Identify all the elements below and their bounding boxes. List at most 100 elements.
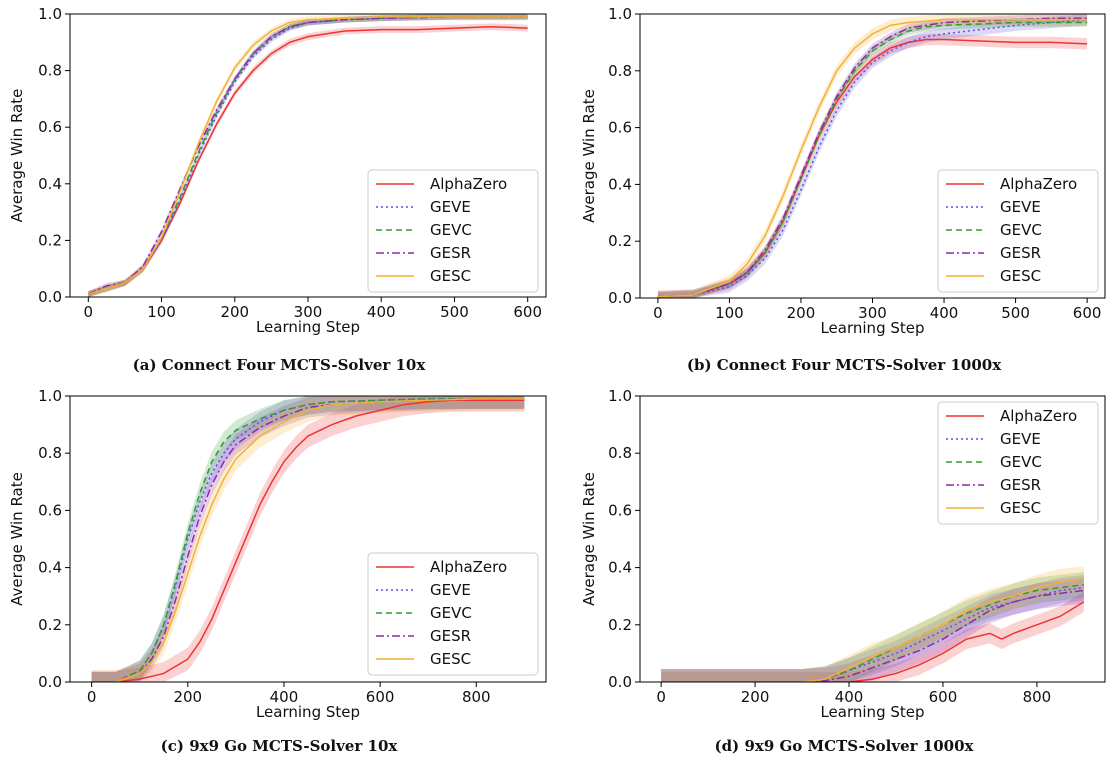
- y-tick-label: 0.6: [608, 119, 632, 137]
- x-tick-label: 600: [1073, 304, 1102, 322]
- plot-area: [661, 566, 1085, 682]
- y-tick-label: 0.6: [38, 501, 62, 519]
- plot-area: [657, 14, 1088, 298]
- legend-label-gevc: GEVC: [430, 604, 472, 622]
- legend: AlphaZero GEVE GEVC GESR GESC: [367, 552, 539, 676]
- y-tick-label: 0.0: [38, 288, 62, 306]
- x-tick-label: 500: [440, 303, 469, 321]
- caption-b: (b) Connect Four MCTS-Solver 1000x: [686, 356, 1002, 374]
- legend-label-gevc: GEVC: [1000, 453, 1042, 471]
- legend-box: [367, 169, 539, 293]
- x-tick-label: 600: [513, 303, 542, 321]
- y-tick-label: 0.2: [38, 616, 62, 634]
- plot-area: [87, 14, 528, 297]
- caption-a: (a) Connect Four MCTS-Solver 10x: [132, 356, 426, 374]
- series-line-geve: [657, 18, 1088, 298]
- y-tick-label: 0.2: [38, 231, 62, 249]
- legend-label-geve: GEVE: [430, 198, 471, 216]
- band-gesr: [661, 577, 1084, 682]
- y-axis-label: Average Win Rate: [8, 89, 26, 223]
- chart-panel-a: 0.0 0.2 0.4 0.6 0.8 1.0 0 100 200 300 400 500 600 Lea…: [8, 5, 547, 336]
- y-tick-label: 0.8: [38, 62, 62, 80]
- y-axis-label: Average Win Rate: [580, 89, 598, 223]
- y-tick-label: 0.2: [608, 232, 632, 250]
- series-line-gesr: [87, 16, 528, 295]
- y-tick-label: 0.4: [608, 175, 632, 193]
- caption-d: (d) 9x9 Go MCTS-Solver 1000x: [714, 737, 974, 755]
- y-tick-label: 1.0: [608, 387, 632, 405]
- y-tick-label: 1.0: [38, 5, 62, 23]
- x-tick-label: 200: [787, 304, 816, 322]
- x-axis-label: Learning Step: [256, 703, 360, 721]
- legend-label-gesr: GESR: [430, 244, 471, 262]
- y-tick-label: 1.0: [38, 387, 62, 405]
- x-tick-label: 800: [1023, 688, 1052, 706]
- legend-label-alphazero: AlphaZero: [1000, 407, 1077, 425]
- legend-label-alphazero: AlphaZero: [1000, 175, 1077, 193]
- y-tick-label: 0.0: [38, 673, 62, 691]
- y-tick-label: 0.4: [38, 175, 62, 193]
- band-gesc: [661, 566, 1084, 682]
- legend-label-gevc: GEVC: [1000, 221, 1042, 239]
- legend-label-alphazero: AlphaZero: [430, 175, 507, 193]
- series-line-gevc: [91, 398, 525, 682]
- y-tick-label: 0.0: [608, 289, 632, 307]
- x-axis-label: Learning Step: [256, 318, 360, 336]
- plot-area: [91, 396, 525, 682]
- band-gevc: [661, 571, 1084, 682]
- x-tick-label: 400: [367, 303, 396, 321]
- legend: AlphaZero GEVE GEVC GESR GESC: [367, 169, 539, 293]
- legend: AlphaZero GEVE GEVC GESR GESC: [937, 401, 1099, 525]
- y-tick-label: 0.6: [38, 118, 62, 136]
- y-tick-label: 0.4: [608, 559, 632, 577]
- x-tick-label: 0: [653, 304, 663, 322]
- y-tick-label: 1.0: [608, 5, 632, 23]
- legend-label-gevc: GEVC: [430, 221, 472, 239]
- x-tick-label: 300: [858, 304, 887, 322]
- x-tick-label: 0: [87, 688, 97, 706]
- x-tick-label: 800: [462, 688, 491, 706]
- y-tick-label: 0.8: [608, 444, 632, 462]
- legend-label-geve: GEVE: [1000, 198, 1041, 216]
- legend-label-geve: GEVE: [1000, 430, 1041, 448]
- x-tick-label: 100: [715, 304, 744, 322]
- x-axis-label: Learning Step: [820, 319, 924, 337]
- legend-label-gesr: GESR: [430, 627, 471, 645]
- legend-label-gesc: GESC: [430, 650, 471, 668]
- chart-panel-d: 0.0 0.2 0.4 0.6 0.8 1.0 0 200 400 600 800 Learning …: [580, 387, 1106, 721]
- legend-label-gesc: GESC: [430, 267, 471, 285]
- y-tick-label: 0.4: [38, 559, 62, 577]
- x-tick-label: 0: [656, 688, 666, 706]
- y-axis-label: Average Win Rate: [580, 472, 598, 606]
- legend-label-alphazero: AlphaZero: [430, 558, 507, 576]
- y-tick-label: 0.2: [608, 616, 632, 634]
- x-tick-label: 200: [173, 688, 202, 706]
- x-tick-label: 200: [741, 688, 770, 706]
- band-geve: [661, 574, 1084, 682]
- legend-label-gesc: GESC: [1000, 267, 1041, 285]
- x-tick-label: 600: [366, 688, 395, 706]
- caption-c: (c) 9x9 Go MCTS-Solver 10x: [160, 737, 398, 755]
- series-line-gesr: [661, 589, 1084, 682]
- legend-label-gesr: GESR: [1000, 476, 1041, 494]
- series-line-alphazero: [91, 399, 525, 682]
- y-tick-label: 0.8: [608, 62, 632, 80]
- series-line-gesc: [91, 398, 525, 682]
- legend-box: [367, 552, 539, 676]
- chart-panel-c: 0.0 0.2 0.4 0.6 0.8 1.0 0 200 400 600 800 Learning …: [8, 387, 547, 721]
- axes-frame: [69, 395, 547, 683]
- x-axis-label: Learning Step: [820, 703, 924, 721]
- x-tick-label: 600: [929, 688, 958, 706]
- legend-label-geve: GEVE: [430, 581, 471, 599]
- series-line-gevc: [657, 21, 1088, 298]
- legend-box: [937, 169, 1099, 293]
- x-tick-label: 400: [930, 304, 959, 322]
- series-line-gesc: [657, 18, 1088, 298]
- x-tick-label: 400: [270, 688, 299, 706]
- legend: AlphaZero GEVE GEVC GESR GESC: [937, 169, 1099, 293]
- x-tick-label: 0: [84, 303, 94, 321]
- y-axis-label: Average Win Rate: [8, 472, 26, 606]
- band-alphazero: [661, 591, 1084, 682]
- y-tick-label: 0.0: [608, 673, 632, 691]
- y-tick-label: 0.8: [38, 444, 62, 462]
